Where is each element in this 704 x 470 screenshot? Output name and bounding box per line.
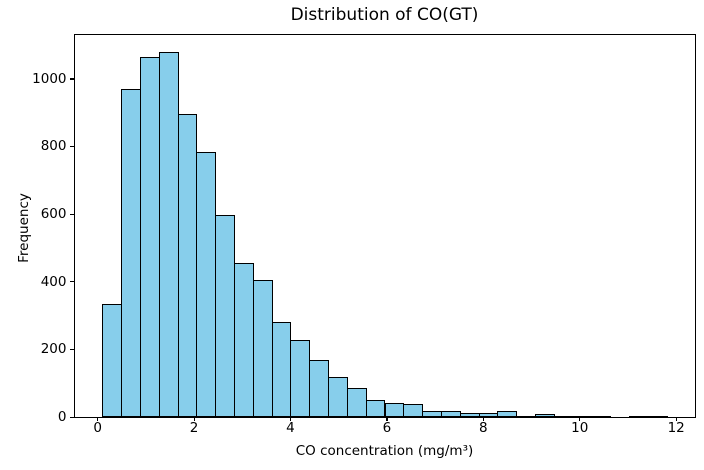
y-tick-label: 0 <box>57 409 67 425</box>
chart-title: Distribution of CO(GT) <box>290 5 479 25</box>
y-tick-label: 200 <box>40 341 67 358</box>
x-tick-label: 2 <box>189 420 199 436</box>
x-tick-label: 8 <box>479 420 488 436</box>
y-tick-label: 800 <box>40 138 67 155</box>
x-tick-label: 4 <box>286 420 295 436</box>
x-tick-mark <box>97 417 99 421</box>
x-tick-mark <box>289 417 292 421</box>
x-tick-label: 12 <box>667 420 685 436</box>
x-tick-label: 10 <box>571 420 589 436</box>
x-tick-mark <box>482 417 485 421</box>
x-tick-label: 0 <box>93 420 102 436</box>
x-axis-label: CO concentration (mg/m³) <box>295 443 474 459</box>
plot-area <box>73 33 696 418</box>
x-tick-mark <box>386 417 388 421</box>
x-tick-label: 6 <box>382 420 392 436</box>
x-tick-mark <box>579 417 581 421</box>
x-tick-mark <box>675 417 677 421</box>
y-axis-label: Frequency <box>16 193 32 263</box>
y-tick-label: 1000 <box>32 70 67 87</box>
x-tick-mark <box>193 417 195 421</box>
